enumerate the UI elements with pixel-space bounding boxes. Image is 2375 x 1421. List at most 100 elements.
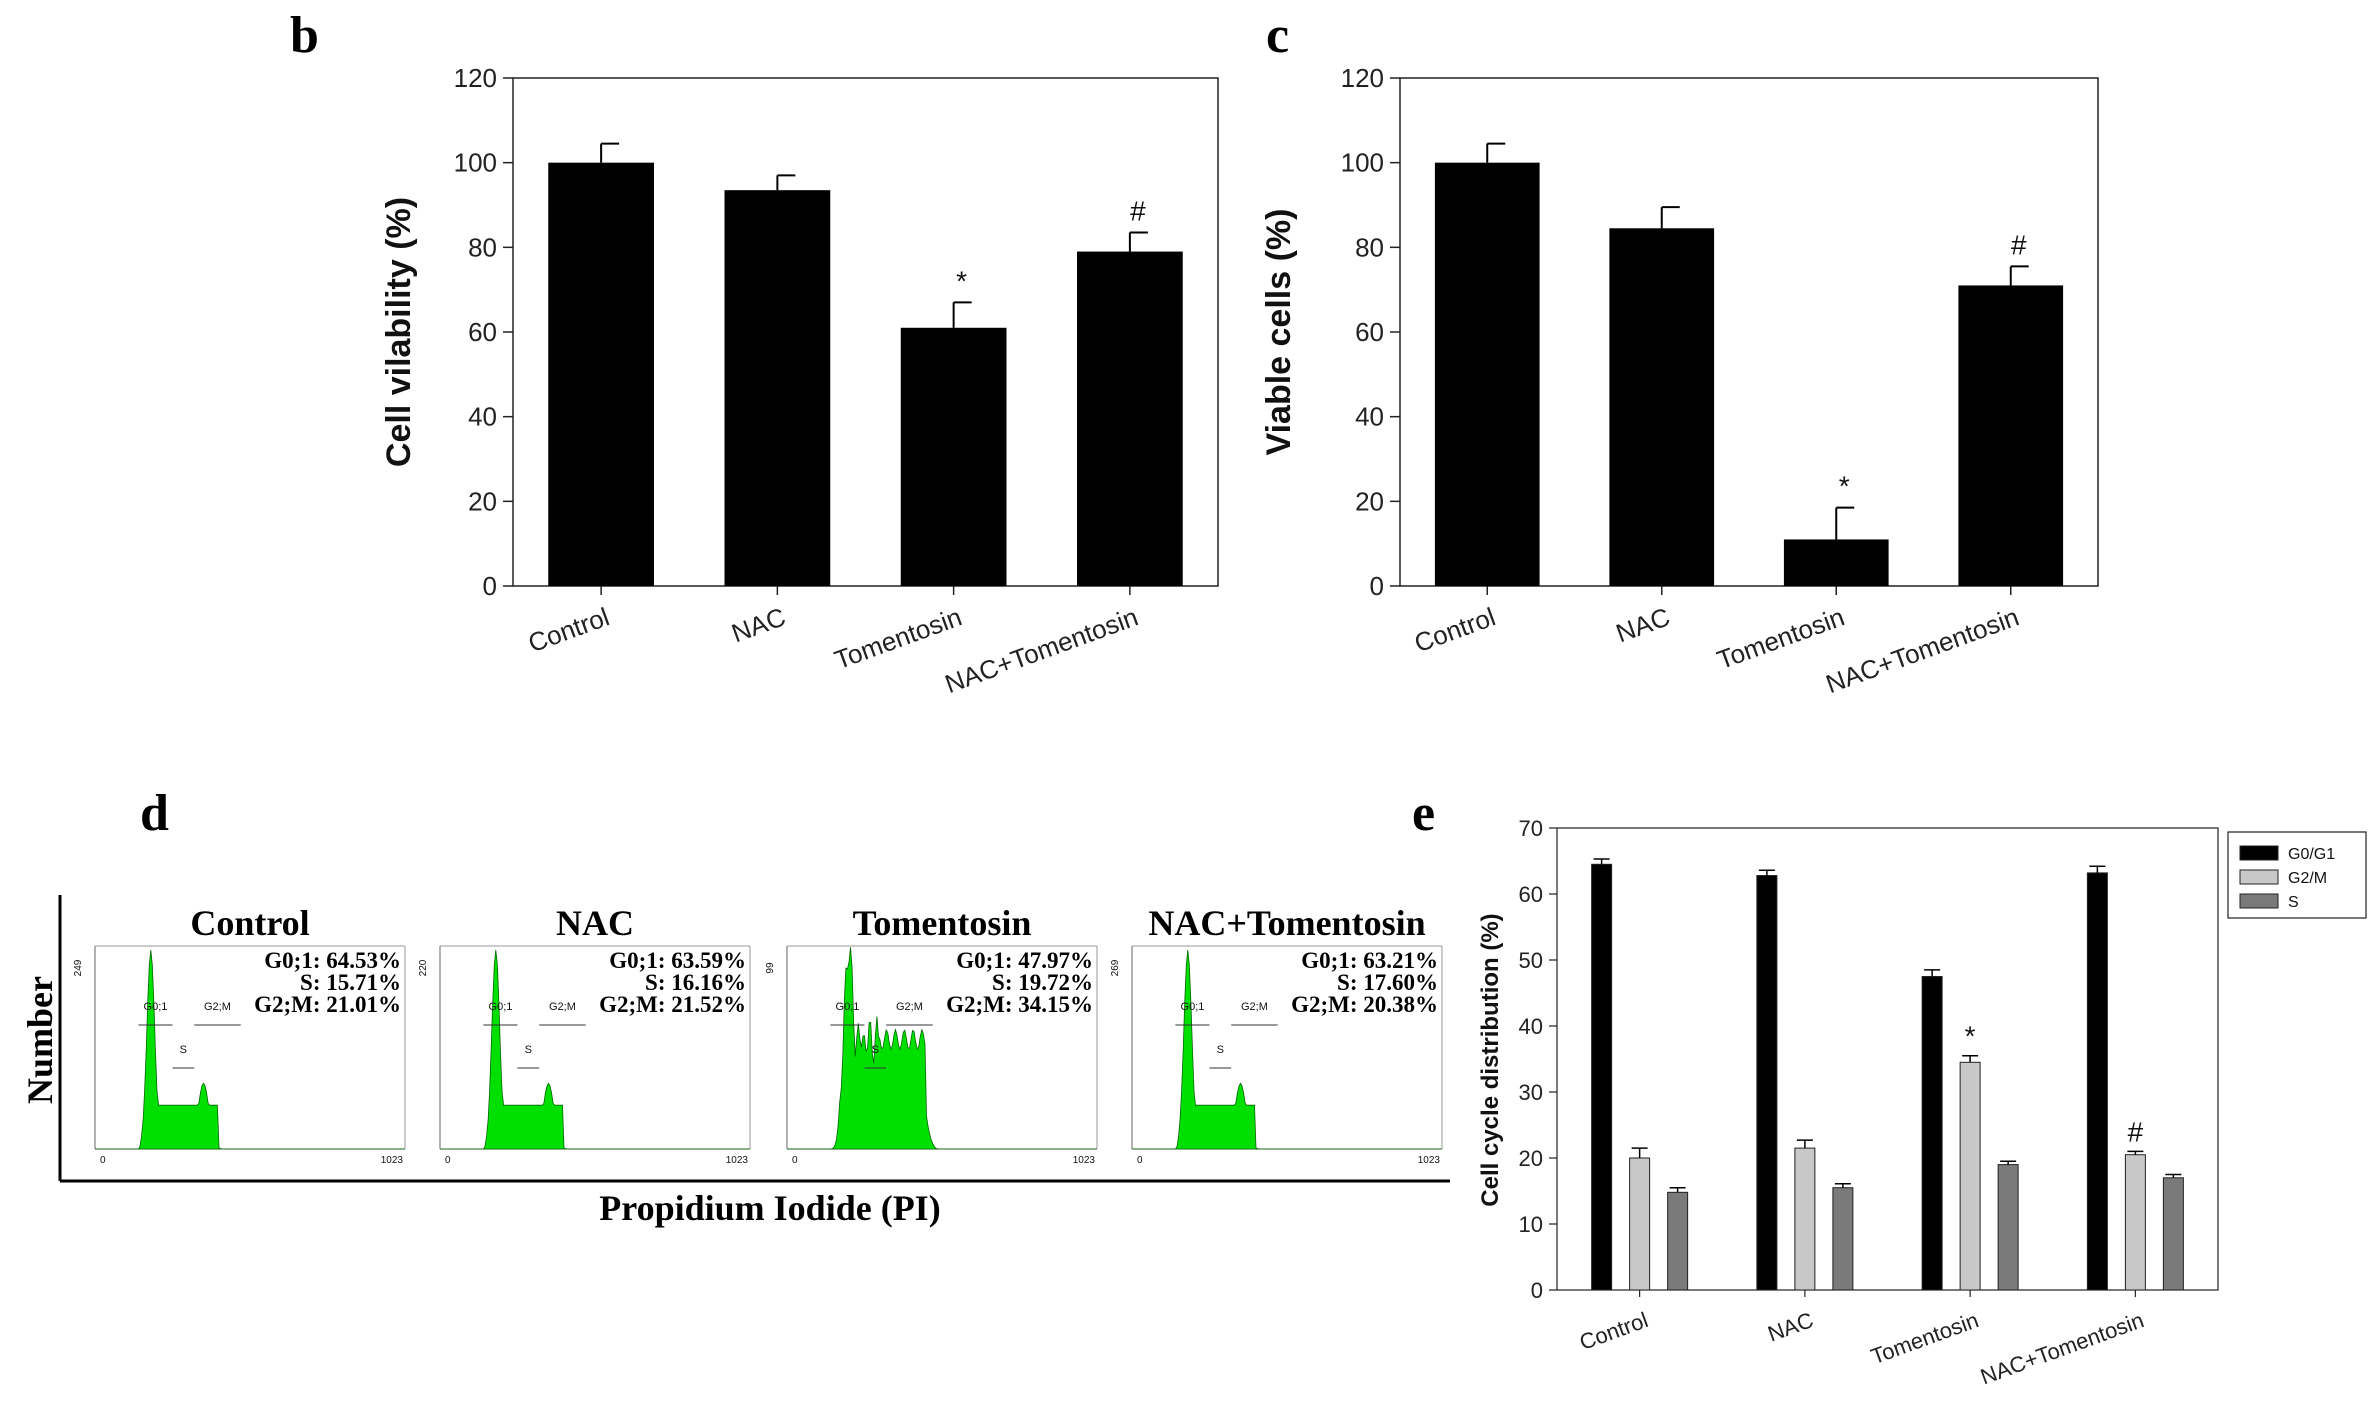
chart-c-xtick-label-1: NAC <box>1612 601 1674 648</box>
chart-d-hist-1-ymax: 220 <box>418 959 429 976</box>
chart-d-hist-0-stat-0: G0;1: 64.53% <box>264 948 401 973</box>
chart-b-ytick-label-0: 0 <box>483 571 497 601</box>
chart-e-bar-0-3 <box>2086 872 2108 1291</box>
chart-c-ytick-label-1: 20 <box>1355 486 1384 516</box>
chart-c-ytick-label-5: 100 <box>1341 148 1384 178</box>
chart-d-hist-0-gate-label-2: G2;M <box>204 1001 231 1013</box>
chart-e-ytick-label-7: 70 <box>1519 816 1543 841</box>
chart-b-bar-1 <box>724 190 831 586</box>
chart-e-bar-1-0 <box>1629 1157 1651 1291</box>
chart-e-bar-1-2 <box>1959 1061 1981 1291</box>
chart-c-annotation-3: # <box>2011 229 2027 260</box>
chart-d-hist-2-gate-label-2: G2;M <box>896 1001 923 1013</box>
chart-e-bar-1-1 <box>1794 1147 1816 1291</box>
chart-b-ytick-label-3: 60 <box>468 317 497 347</box>
chart-e-legend-swatch-1 <box>2239 869 2279 885</box>
chart-c-ytick-label-3: 60 <box>1355 317 1384 347</box>
chart-e-xtick-label-1: NAC <box>1764 1307 1816 1346</box>
chart-b-ytick-label-2: 40 <box>468 402 497 432</box>
chart-d-hist-0-xmin: 0 <box>100 1155 106 1166</box>
chart-e-annotation-1-2: * <box>1965 1021 1976 1052</box>
chart-d-hist-0-title: Control <box>190 903 309 943</box>
chart-e-ytick-label-1: 10 <box>1519 1212 1543 1237</box>
chart-e-legend-label-2: S <box>2288 894 2299 911</box>
chart-c-bar-1 <box>1609 228 1715 587</box>
chart-e-cell-cycle: 0 10 20 30 40 50 60 70 Cell cycle distribution (… <box>1477 816 2367 1389</box>
chart-d-hist-3-stat-2: G2;M: 20.38% <box>1291 992 1438 1017</box>
chart-d-flow-histograms: Number Propidium Iodide (PI) Control 249 0 10… <box>20 895 1450 1228</box>
chart-e-xtick-label-3: NAC+Tomentosin <box>1977 1307 2147 1389</box>
chart-b-ytick-label-1: 20 <box>468 486 497 516</box>
chart-c-bar-0 <box>1434 162 1540 586</box>
chart-d-ylabel: Number <box>20 976 60 1104</box>
chart-d-hist-2-ymax: 99 <box>765 962 776 974</box>
chart-d-hist-1-gate-label-0: G0;1 <box>489 1001 513 1013</box>
chart-d-hist-2-xmin: 0 <box>792 1155 798 1166</box>
chart-c-annotation-2: * <box>1839 471 1850 502</box>
chart-e-bar-0-2 <box>1921 976 1943 1291</box>
chart-e-bar-1-3 <box>2124 1154 2146 1291</box>
chart-d-hist-3-xmin: 0 <box>1137 1155 1143 1166</box>
chart-e-ytick-label-5: 50 <box>1519 948 1543 973</box>
chart-d-hist-2-histogram <box>787 947 1097 1150</box>
chart-c-xtick-label-3: NAC+Tomentosin <box>1822 601 2023 699</box>
chart-b-bar-2 <box>900 327 1007 586</box>
chart-b-xtick-label-2: Tomentosin <box>830 601 965 675</box>
chart-e-annotation-1-3: # <box>2128 1116 2144 1147</box>
chart-d-hist-3-histogram <box>1132 949 1442 1150</box>
chart-e-bar-2-3 <box>2162 1177 2184 1291</box>
chart-d-hist-1-xmin: 0 <box>445 1155 451 1166</box>
chart-b-xtick-label-0: Control <box>524 601 613 658</box>
panel-label-e: e <box>1412 785 1435 842</box>
chart-d-hist-1-stat-0: G0;1: 63.59% <box>609 948 746 973</box>
chart-d-hist-0-gate-label-0: G0;1 <box>144 1001 168 1013</box>
chart-b-bar-0 <box>548 162 654 586</box>
chart-d-hist-1-xmax: 1023 <box>726 1155 749 1166</box>
chart-e-legend-label-1: G2/M <box>2288 870 2327 887</box>
panel-label-d: d <box>140 785 169 842</box>
chart-d-hist-3-stat-1: S: 17.60% <box>1337 970 1438 995</box>
chart-c-ytick-label-0: 0 <box>1370 571 1384 601</box>
chart-e-ytick-label-0: 0 <box>1531 1278 1543 1303</box>
chart-c-xtick-label-2: Tomentosin <box>1713 601 1848 675</box>
chart-b-annotation-3: # <box>1130 196 1146 227</box>
chart-d-hist-1-histogram <box>440 949 750 1150</box>
chart-b-ytick-label-5: 100 <box>454 148 497 178</box>
chart-d-hist-0-histogram <box>95 949 405 1150</box>
chart-e-xtick-label-2: Tomentosin <box>1868 1307 1982 1369</box>
chart-d-hist-1-title: NAC <box>556 903 634 943</box>
chart-e-bar-2-2 <box>1997 1164 2019 1291</box>
chart-e-ytick-label-6: 60 <box>1519 882 1543 907</box>
chart-d-hist-1-gate-label-1: S <box>525 1044 532 1056</box>
chart-e-bar-2-1 <box>1832 1187 1854 1291</box>
chart-d-hist-2-stat-2: G2;M: 34.15% <box>946 992 1093 1017</box>
chart-d-hist-3-ymax: 269 <box>1110 959 1121 976</box>
chart-e-ytick-label-2: 20 <box>1519 1146 1543 1171</box>
chart-d-xlabel: Propidium Iodide (PI) <box>599 1188 940 1228</box>
chart-b-ytick-label-4: 80 <box>468 232 497 262</box>
chart-c-ytick-label-6: 120 <box>1341 63 1384 93</box>
chart-b-annotation-2: * <box>956 265 967 296</box>
chart-d-hist-3-xmax: 1023 <box>1418 1155 1441 1166</box>
chart-d-hist-2-gate-label-0: G0;1 <box>836 1001 860 1013</box>
chart-b-bar-3 <box>1077 251 1183 587</box>
chart-e-ylabel: Cell cycle distribution (%) <box>1477 913 1504 1206</box>
chart-b-ylabel: Cell vilability (%) <box>380 197 418 467</box>
chart-d-hist-3-gate-label-2: G2;M <box>1241 1001 1268 1013</box>
chart-d-hist-0-xmax: 1023 <box>381 1155 404 1166</box>
chart-e-bar-2-0 <box>1667 1191 1689 1291</box>
chart-d-hist-0-gate-label-1: S <box>180 1044 187 1056</box>
chart-d-hist-1-stat-2: G2;M: 21.52% <box>599 992 746 1017</box>
chart-b-xtick-label-1: NAC <box>728 601 790 648</box>
chart-d-hist-3-gate-label-0: G0;1 <box>1181 1001 1205 1013</box>
chart-d-hist-1-stat-1: S: 16.16% <box>645 970 746 995</box>
chart-c-viable-cells: 0 20 40 60 80 100 120 Viable cells (%) Control NA… <box>1260 63 2099 699</box>
panel-label-c: c <box>1266 7 1289 64</box>
chart-d-hist-2-title: Tomentosin <box>853 903 1032 943</box>
chart-d-hist-2-stat-1: S: 19.72% <box>992 970 1093 995</box>
chart-e-bar-0-0 <box>1591 863 1613 1291</box>
chart-d-hist-0-stat-2: G2;M: 21.01% <box>254 992 401 1017</box>
chart-b-cell-viability: 0 20 40 60 80 100 120 Cell vilability (%) Contro… <box>380 63 1219 699</box>
chart-e-legend-swatch-0 <box>2239 845 2279 861</box>
